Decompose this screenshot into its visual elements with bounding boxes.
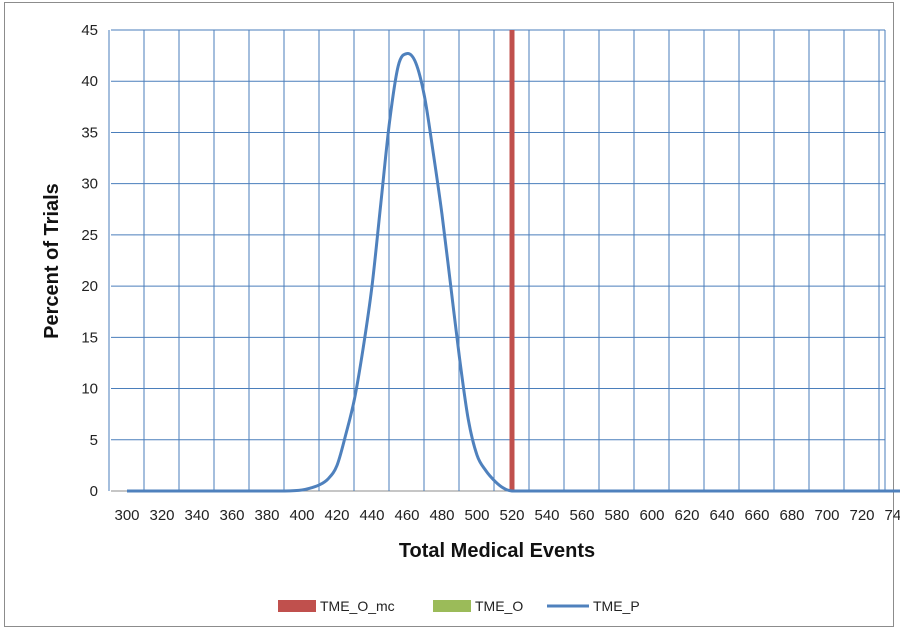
x-tick-label: 600 <box>639 507 664 524</box>
x-tick-label: 680 <box>779 507 804 524</box>
x-tick-label: 500 <box>464 507 489 524</box>
legend: TME_O_mc TME_O TME_P <box>278 598 640 614</box>
x-tick-label: 400 <box>289 507 314 524</box>
x-tick-label: 380 <box>254 507 279 524</box>
x-tick-label: 720 <box>849 507 874 524</box>
x-tick-label: 440 <box>359 507 384 524</box>
y-axis-title: Percent of Trials <box>41 183 63 339</box>
y-tick-label: 20 <box>81 278 98 295</box>
x-tick-label: 640 <box>709 507 734 524</box>
legend-swatch-tme-o-mc <box>278 600 316 612</box>
legend-label-tme-o-mc: TME_O_mc <box>320 598 395 614</box>
legend-label-tme-p: TME_P <box>593 598 640 614</box>
x-tick-label: 560 <box>569 507 594 524</box>
x-tick-labels: 300 320 340 360 380 400 420 440 460 480 500 520 540 5… <box>114 507 900 524</box>
x-tick-label: 360 <box>219 507 244 524</box>
x-axis-title: Total Medical Events <box>399 540 595 562</box>
y-tick-label: 35 <box>81 124 98 141</box>
x-tick-label: 620 <box>674 507 699 524</box>
x-tick-label: 540 <box>534 507 559 524</box>
legend-swatch-tme-o <box>433 600 471 612</box>
y-tick-label: 40 <box>81 73 98 90</box>
y-tick-label: 10 <box>81 381 98 398</box>
y-tick-label: 30 <box>81 176 98 193</box>
x-tick-label: 660 <box>744 507 769 524</box>
x-tick-label: 580 <box>604 507 629 524</box>
x-tick-label: 460 <box>394 507 419 524</box>
series-layer <box>126 30 900 493</box>
x-tick-label: 300 <box>114 507 139 524</box>
y-tick-label: 0 <box>90 483 98 500</box>
x-tick-label: 520 <box>499 507 524 524</box>
x-tick-label: 480 <box>429 507 454 524</box>
x-tick-label: 320 <box>149 507 174 524</box>
series-curve-tme-p <box>126 52 900 493</box>
y-tick-label: 25 <box>81 227 98 244</box>
legend-label-tme-o: TME_O <box>475 598 523 614</box>
chart-frame <box>4 2 894 627</box>
y-tick-label: 45 <box>81 22 98 39</box>
y-tick-label: 15 <box>81 329 98 346</box>
x-tick-label: 740 <box>884 507 900 524</box>
y-tick-labels: 0 5 10 15 20 25 30 35 40 45 <box>81 22 98 500</box>
x-tick-label: 420 <box>324 507 349 524</box>
grid <box>108 29 886 492</box>
x-tick-label: 340 <box>184 507 209 524</box>
y-tick-label: 5 <box>90 432 98 449</box>
x-tick-label: 700 <box>814 507 839 524</box>
